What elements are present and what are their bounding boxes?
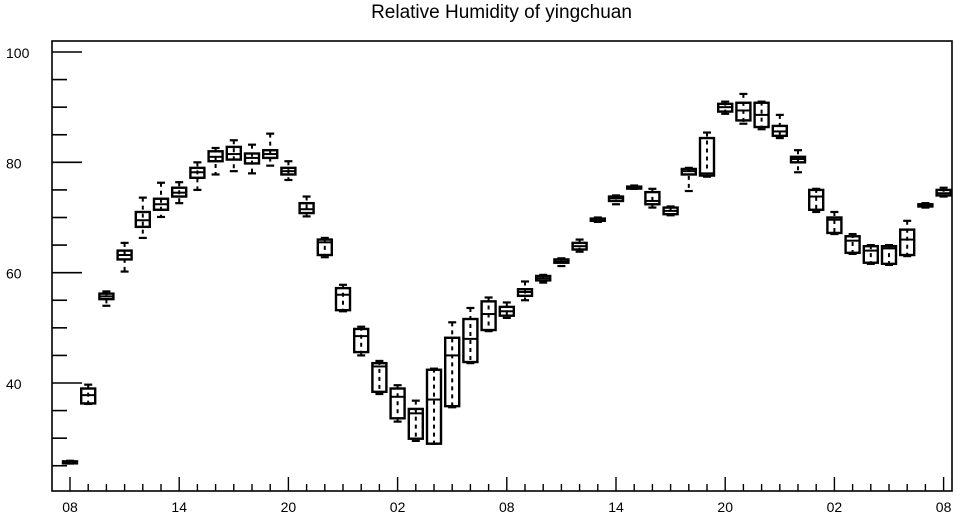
box-whisker — [698, 131, 716, 178]
box-series — [61, 92, 952, 465]
box-whisker — [935, 186, 952, 198]
box-whisker — [371, 359, 388, 396]
x-tick-label: 08 — [499, 499, 515, 515]
x-tick-label: 08 — [936, 499, 952, 515]
y-axis: 40 60 80 100 — [6, 45, 82, 467]
box-whisker — [535, 273, 552, 284]
box-iqr — [698, 136, 716, 177]
y-tick-label: 60 — [6, 266, 22, 282]
chart-title: Relative Humidity of yingchuan — [371, 2, 632, 23]
x-tick-label: 14 — [608, 499, 624, 515]
box-whisker — [98, 290, 115, 307]
box-whisker — [170, 181, 188, 205]
x-tick-label: 02 — [827, 499, 843, 515]
box-iqr — [389, 387, 406, 420]
box-whisker — [225, 139, 243, 173]
y-tick-label: 40 — [6, 376, 22, 392]
box-whisker — [789, 149, 807, 174]
box-whisker — [407, 399, 424, 443]
box-whisker — [425, 367, 443, 445]
box-whisker — [116, 241, 133, 273]
box-whisker — [862, 243, 879, 265]
box-iqr — [826, 216, 843, 235]
box-iqr — [480, 300, 497, 332]
box-whisker — [462, 306, 479, 365]
box-whisker — [207, 146, 224, 176]
box-iqr — [862, 244, 879, 264]
box-whisker — [771, 113, 788, 140]
box-whisker — [589, 216, 606, 224]
x-tick-label: 02 — [390, 499, 406, 515]
box-whisker — [808, 187, 825, 214]
x-tick-label: 20 — [717, 499, 733, 515]
box-iqr — [425, 368, 443, 445]
box-whisker — [444, 321, 461, 409]
box-whisker — [735, 92, 752, 125]
y-tick-label: 100 — [6, 45, 30, 61]
box-whisker — [280, 160, 297, 182]
x-axis: 08 14 20 02 08 14 20 02 08 — [62, 477, 952, 515]
box-whisker — [298, 195, 315, 218]
box-iqr — [334, 286, 352, 312]
box-iqr — [899, 228, 916, 257]
box-whisker — [626, 184, 643, 190]
box-whisker — [553, 257, 570, 268]
x-tick-label: 08 — [62, 499, 78, 515]
x-tick-label: 14 — [171, 499, 187, 515]
box-whisker — [880, 243, 898, 267]
box-whisker — [316, 236, 333, 259]
box-whisker — [79, 383, 97, 406]
box-whisker — [353, 325, 370, 357]
box-iqr — [844, 235, 861, 255]
box-whisker — [644, 187, 661, 209]
box-whisker — [498, 301, 515, 320]
box-whisker — [152, 181, 170, 219]
box-whisker — [61, 459, 79, 465]
box-iqr — [316, 238, 333, 257]
y-tick-label: 80 — [6, 155, 22, 171]
box-whisker — [243, 143, 261, 175]
box-whisker — [680, 166, 697, 193]
box-whisker — [826, 210, 843, 236]
box-whisker — [844, 232, 861, 256]
box-whisker — [516, 280, 534, 302]
box-iqr — [644, 190, 661, 206]
box-whisker — [334, 283, 352, 313]
box-whisker — [662, 205, 679, 217]
box-whisker — [571, 238, 588, 253]
box-whisker — [262, 132, 279, 167]
box-iqr — [808, 188, 825, 211]
box-whisker — [607, 194, 625, 206]
box-whisker — [899, 219, 916, 258]
box-iqr — [444, 336, 461, 408]
x-tick-label: 20 — [281, 499, 297, 515]
box-whisker — [389, 384, 406, 423]
box-iqr — [735, 101, 752, 122]
box-iqr — [353, 327, 370, 354]
plot-frame — [51, 40, 953, 492]
box-whisker — [134, 196, 152, 240]
box-whisker — [917, 202, 934, 209]
box-whisker — [189, 161, 206, 192]
box-iqr — [407, 407, 424, 440]
box-iqr — [880, 244, 898, 266]
box-iqr — [462, 317, 479, 364]
box-iqr — [298, 201, 315, 215]
box-whisker — [480, 296, 497, 333]
box-whisker — [717, 100, 734, 115]
box-iqr — [371, 361, 388, 394]
box-whisker — [753, 100, 770, 131]
